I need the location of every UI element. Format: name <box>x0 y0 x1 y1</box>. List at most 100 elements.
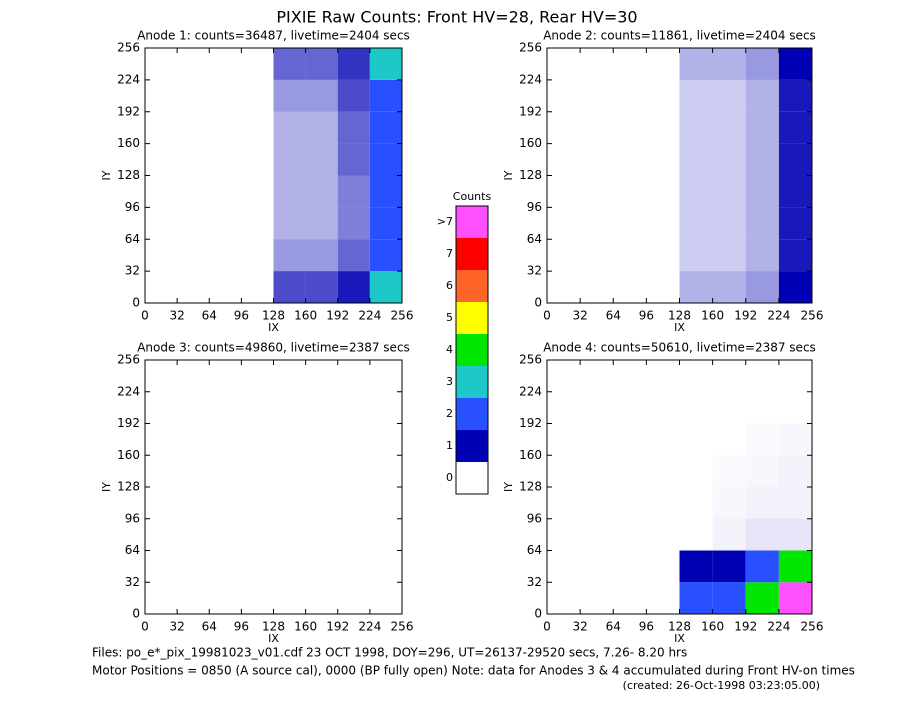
heatmap-cell <box>209 550 242 583</box>
heatmap-cell <box>305 455 338 487</box>
heatmap-cell <box>712 239 746 272</box>
x-tick-label: 128 <box>262 620 285 634</box>
heatmap-cell <box>778 143 812 176</box>
heatmap-cell <box>177 550 210 583</box>
heatmap-cell <box>713 487 746 519</box>
heatmap-cell <box>745 79 779 112</box>
heatmap-cell <box>209 111 242 144</box>
y-tick-label: 256 <box>117 41 140 55</box>
heatmap-cell <box>177 360 210 392</box>
y-tick-label: 96 <box>125 511 140 525</box>
heatmap-cell <box>745 391 779 424</box>
heatmap-cell <box>679 391 713 424</box>
heatmap-cell <box>337 582 370 614</box>
heatmap-cell <box>613 48 647 80</box>
colorbar-segment <box>456 430 488 462</box>
heatmap-cell <box>580 582 614 614</box>
y-tick-label: 96 <box>125 200 140 214</box>
x-tick-label: 256 <box>801 620 824 634</box>
heatmap-cell <box>337 518 370 551</box>
heatmap-cell <box>679 207 713 240</box>
heatmap-cell <box>679 455 713 487</box>
heatmap-cell <box>177 455 210 487</box>
heatmap-cell <box>580 391 614 424</box>
y-tick-label: 0 <box>132 296 140 310</box>
heatmap-cell <box>145 487 178 519</box>
heatmap-cell <box>613 111 647 144</box>
heatmap-cell <box>778 455 812 487</box>
heatmap-cell <box>209 360 242 392</box>
heatmap-cell <box>712 111 746 144</box>
heatmap-cell <box>145 143 178 176</box>
colorbar-label: 5 <box>446 311 453 324</box>
heatmap-cell <box>369 271 402 303</box>
heatmap-cell <box>177 239 210 272</box>
heatmap-cell <box>337 271 370 303</box>
colorbar-segment <box>456 238 488 270</box>
y-tick-label: 224 <box>117 384 140 398</box>
heatmap-cell <box>547 79 581 112</box>
heatmap-cell <box>713 455 746 487</box>
heatmap-cell <box>177 175 210 208</box>
heatmap-cell <box>745 207 779 240</box>
heatmap-cell <box>547 423 581 456</box>
heatmap-cell <box>613 175 647 208</box>
colorbar-title: Counts <box>453 190 492 203</box>
heatmap-cell <box>646 487 680 519</box>
heatmap-cell <box>209 518 242 551</box>
y-tick-label: 192 <box>519 416 542 430</box>
heatmap-cell <box>547 550 581 583</box>
heatmap-cell <box>209 455 242 487</box>
heatmap-cell <box>547 239 581 272</box>
heatmap-cell <box>209 582 242 614</box>
heatmap-cell <box>580 207 614 240</box>
x-tick-label: 0 <box>141 309 149 323</box>
heatmap-cell <box>337 239 370 272</box>
heatmap-cell <box>712 550 746 583</box>
heatmap-cell <box>646 239 680 272</box>
x-tick-label: 96 <box>639 620 654 634</box>
heatmap-cell <box>241 360 274 392</box>
heatmap-cell <box>273 143 306 176</box>
heatmap-cell <box>209 175 242 208</box>
heatmap-cell <box>145 175 178 208</box>
y-tick-label: 128 <box>519 480 542 494</box>
heatmap-cell <box>613 582 647 614</box>
heatmap-cell <box>613 360 647 392</box>
heatmap-cell <box>177 48 210 80</box>
heatmap-cell <box>369 111 402 144</box>
y-tick-label: 96 <box>527 511 542 525</box>
heatmap-cell <box>177 423 210 456</box>
y-tick-label: 256 <box>117 353 140 367</box>
y-tick-label: 192 <box>519 104 542 118</box>
heatmap-cell <box>177 143 210 176</box>
x-tick-label: 160 <box>701 620 724 634</box>
heatmap-cell <box>305 143 338 176</box>
heatmap-cell <box>369 455 402 487</box>
heatmap-cell <box>712 582 746 614</box>
x-tick-label: 128 <box>668 620 691 634</box>
heatmap-cell <box>779 424 812 456</box>
heatmap-cell <box>745 175 779 208</box>
heatmap-cell <box>679 239 713 272</box>
heatmap-cell <box>613 239 647 272</box>
y-tick-label: 160 <box>117 136 140 150</box>
heatmap-cell <box>646 582 680 614</box>
y-tick-label: 160 <box>519 136 542 150</box>
heatmap-cell <box>712 391 746 424</box>
heatmap-cell <box>679 111 713 144</box>
heatmap-cell <box>273 550 306 583</box>
heatmap-cell <box>337 143 370 176</box>
heatmap-cell <box>337 455 370 487</box>
y-tick-label: 128 <box>117 480 140 494</box>
heatmap-cell <box>745 487 779 519</box>
heatmap-cell <box>778 111 812 144</box>
heatmap-cell <box>613 518 647 551</box>
heatmap-cell <box>145 271 178 303</box>
heatmap-cell <box>646 207 680 240</box>
heatmap-cell <box>547 111 581 144</box>
x-tick-label: 256 <box>391 620 414 634</box>
heatmap-cell <box>679 518 713 551</box>
heatmap-cell <box>580 455 614 487</box>
heatmap-cell <box>273 79 306 112</box>
